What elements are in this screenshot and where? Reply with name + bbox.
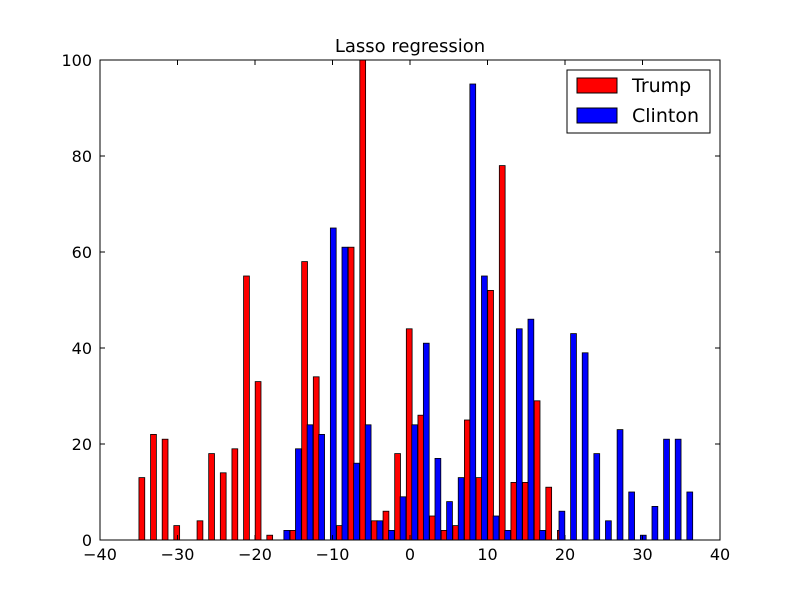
bar-trump-17: [371, 520, 378, 541]
bar-trump-27: [487, 289, 494, 541]
legend-label-trump: Trump: [631, 75, 691, 97]
y-tick-label: 0: [82, 531, 92, 550]
legend-swatch-trump: [576, 77, 618, 94]
bar-clinton-25: [581, 352, 589, 541]
y-tick-label: 60: [72, 243, 92, 262]
bar-trump-7: [231, 448, 239, 541]
bar-clinton-33: [674, 438, 682, 541]
bar-trump-21: [417, 414, 425, 541]
bar-clinton-32: [663, 438, 670, 541]
bar-trump-2: [161, 438, 169, 541]
bar-clinton-16: [469, 83, 477, 541]
bar-clinton-13: [434, 457, 442, 541]
ticks-layer: −40 −30 −20 −10 0 10 20 30 40 0 20 40 60 80 100: [61, 51, 730, 564]
bar-trump-26: [475, 477, 483, 541]
x-tick-label: −20: [238, 545, 272, 564]
x-tick-label: 40: [710, 545, 730, 564]
bar-trump-16: [359, 59, 367, 541]
y-tick-label: 40: [72, 339, 92, 358]
bar-trump-11: [289, 530, 297, 541]
y-tick-label: 20: [72, 435, 92, 454]
bar-clinton-19: [504, 530, 511, 541]
bar-clinton-0: [283, 530, 291, 541]
bar-trump-31: [533, 400, 541, 541]
bar-clinton-18: [492, 515, 500, 541]
x-tick-label: 30: [632, 545, 652, 564]
bar-clinton-20: [515, 328, 523, 541]
bar-clinton-5: [341, 246, 349, 541]
bar-trump-30: [522, 481, 529, 541]
bar-trump-32: [545, 486, 553, 541]
bar-clinton-24: [570, 333, 577, 541]
bar-trump-3: [173, 525, 181, 541]
bar-clinton-21: [527, 318, 535, 541]
legend: Trump Clinton: [566, 69, 711, 134]
x-tick-label: −10: [316, 545, 350, 564]
bar-clinton-34: [686, 491, 694, 541]
bar-trump-22: [429, 515, 436, 541]
bar-clinton-4: [329, 227, 337, 541]
bars-layer: [138, 59, 694, 541]
legend-label-clinton: Clinton: [632, 105, 699, 127]
bar-trump-25: [464, 419, 471, 541]
bar-clinton-1: [295, 448, 302, 541]
x-tick-label: 0: [405, 545, 415, 564]
x-tick-label: 10: [477, 545, 497, 564]
bar-trump-0: [138, 477, 146, 541]
bar-trump-29: [510, 481, 518, 541]
bar-clinton-23: [558, 510, 566, 541]
bar-trump-19: [394, 453, 401, 541]
bar-clinton-7: [364, 424, 372, 541]
y-tick-label: 100: [61, 51, 92, 70]
bar-trump-15: [347, 246, 355, 541]
bar-trump-20: [405, 328, 413, 541]
x-tick-label: −30: [161, 545, 195, 564]
bar-clinton-3: [318, 433, 325, 541]
bar-clinton-6: [353, 462, 360, 541]
bar-clinton-10: [399, 496, 407, 541]
bar-trump-4: [196, 520, 204, 541]
bar-clinton-30: [639, 534, 647, 541]
bar-clinton-28: [616, 429, 624, 541]
bar-trump-9: [254, 381, 262, 541]
bar-clinton-27: [605, 520, 612, 541]
chart-title: Lasso regression: [335, 36, 485, 57]
bar-trump-12: [301, 261, 308, 541]
bar-clinton-14: [446, 501, 453, 541]
bar-trump-10: [266, 534, 274, 541]
bar-trump-23: [440, 530, 448, 541]
bar-trump-5: [208, 453, 215, 541]
bar-trump-1: [150, 433, 157, 541]
bar-trump-18: [382, 510, 390, 541]
bar-clinton-9: [388, 530, 395, 541]
bar-clinton-26: [593, 453, 601, 541]
bar-trump-24: [452, 525, 460, 541]
bar-trump-28: [498, 165, 506, 541]
bar-clinton-15: [457, 477, 465, 541]
bar-clinton-29: [628, 491, 635, 541]
y-tick-label: 80: [72, 147, 92, 166]
bar-clinton-22: [539, 530, 546, 541]
bar-trump-13: [312, 376, 320, 541]
bar-trump-14: [336, 525, 343, 541]
bar-clinton-8: [376, 520, 384, 541]
x-tick-label: −40: [83, 545, 117, 564]
legend-swatch-clinton: [576, 107, 618, 124]
bar-trump-8: [243, 275, 250, 541]
bar-clinton-11: [411, 424, 418, 541]
bar-clinton-31: [651, 505, 659, 541]
bar-clinton-12: [422, 342, 430, 541]
x-tick-label: 20: [555, 545, 575, 564]
bar-clinton-2: [306, 424, 314, 541]
bar-trump-6: [219, 472, 227, 541]
bar-clinton-17: [481, 275, 488, 541]
